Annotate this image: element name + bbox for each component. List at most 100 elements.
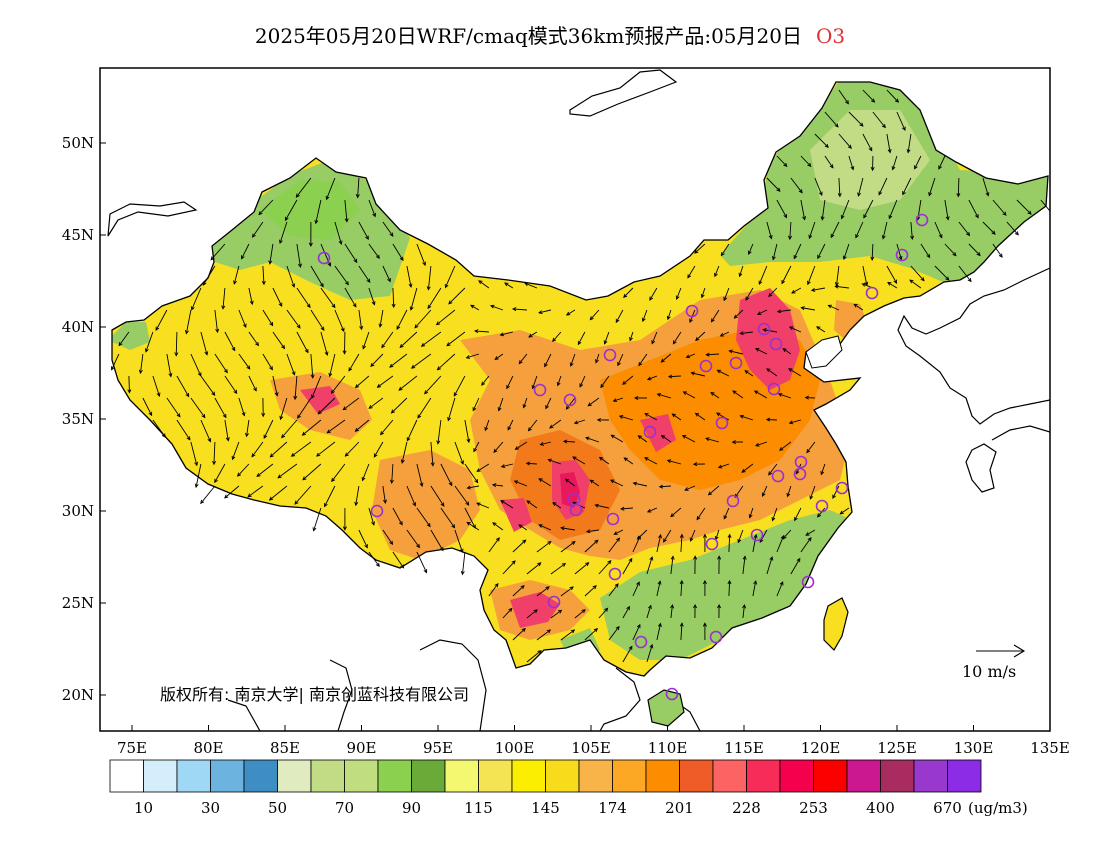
wind-arrowhead bbox=[768, 292, 773, 298]
wind-arrowhead bbox=[424, 390, 429, 395]
wind-arrowhead bbox=[731, 440, 736, 445]
wind-arrowhead bbox=[807, 280, 811, 286]
wind-arrowhead bbox=[579, 383, 584, 388]
wind-vector bbox=[789, 326, 802, 333]
wind-arrowhead bbox=[623, 293, 628, 298]
wind-vector bbox=[565, 478, 576, 487]
wind-arrowhead bbox=[585, 436, 590, 441]
wind-vector bbox=[331, 375, 346, 394]
city-marker bbox=[634, 635, 648, 649]
wind-vector bbox=[286, 309, 301, 329]
wind-arrowhead bbox=[562, 439, 568, 444]
wind-arrowhead bbox=[690, 371, 695, 376]
wind-vector bbox=[574, 419, 586, 424]
city-marker bbox=[569, 503, 583, 517]
wind-vector bbox=[166, 397, 181, 418]
wind-arrowhead bbox=[212, 460, 217, 466]
wind-arrowhead bbox=[626, 605, 630, 611]
wind-vector bbox=[392, 243, 404, 261]
wind-arrowhead bbox=[594, 539, 599, 544]
wind-vector bbox=[286, 265, 295, 288]
wind-arrowhead bbox=[284, 216, 289, 222]
wind-vector bbox=[440, 463, 453, 486]
neighbor-coastlines bbox=[107, 69, 1050, 731]
wind-arrowhead bbox=[258, 211, 263, 216]
wind-arrowhead bbox=[399, 256, 404, 262]
wind-vector bbox=[687, 265, 696, 279]
wind-vector bbox=[343, 397, 360, 411]
wind-arrowhead bbox=[398, 386, 403, 391]
wind-vector bbox=[358, 529, 368, 548]
wind-vector bbox=[598, 607, 608, 619]
city-markers bbox=[317, 213, 929, 701]
wind-vector bbox=[500, 500, 514, 509]
wind-vector bbox=[214, 353, 228, 373]
wind-vector bbox=[614, 529, 624, 535]
wind-arrowhead bbox=[508, 607, 513, 612]
wind-arrowhead bbox=[233, 389, 238, 395]
wind-arrowhead bbox=[400, 564, 405, 569]
wind-arrowhead bbox=[446, 342, 451, 347]
wind-vector bbox=[368, 397, 384, 409]
wind-arrowhead bbox=[779, 581, 784, 586]
lon-label: 130E bbox=[954, 739, 994, 757]
wind-arrowhead bbox=[331, 303, 336, 309]
wind-arrowhead bbox=[460, 460, 464, 465]
wind-vector bbox=[982, 221, 996, 235]
wind-vector bbox=[762, 485, 768, 497]
wind-vector bbox=[484, 419, 490, 431]
wind-arrowhead bbox=[522, 404, 527, 409]
wind-vector bbox=[185, 309, 192, 334]
wind-vector bbox=[507, 419, 514, 431]
wind-vector bbox=[577, 331, 586, 345]
city-marker bbox=[705, 537, 719, 551]
wind-arrowhead bbox=[768, 471, 773, 476]
wind-vector bbox=[272, 331, 285, 349]
wind-arrowhead bbox=[670, 513, 675, 518]
wind-arrowhead bbox=[802, 216, 807, 221]
wind-arrowhead bbox=[537, 562, 542, 567]
wind-arrowhead bbox=[705, 352, 710, 357]
wind-arrowhead bbox=[465, 355, 471, 359]
wind-vector bbox=[526, 650, 542, 663]
wind-vector bbox=[348, 353, 360, 372]
wind-arrowhead bbox=[547, 458, 552, 463]
wind-vector bbox=[344, 287, 357, 308]
wind-vector bbox=[828, 304, 840, 311]
lon-label: 85E bbox=[270, 739, 300, 757]
wind-vector bbox=[406, 419, 418, 441]
wind-vector bbox=[488, 583, 499, 597]
lat-label: 35N bbox=[62, 410, 94, 428]
wind-vector bbox=[862, 133, 873, 151]
wind-arrowhead bbox=[504, 282, 509, 287]
taiwan-island bbox=[823, 597, 849, 651]
wind-vector bbox=[358, 265, 371, 283]
city-marker bbox=[317, 251, 331, 265]
wind-arrowhead bbox=[702, 579, 707, 585]
wind-vector bbox=[318, 397, 336, 415]
wind-vector bbox=[272, 287, 283, 307]
wind-vector bbox=[910, 221, 913, 240]
wind-arrowhead bbox=[616, 537, 621, 542]
wind-arrowhead bbox=[794, 516, 798, 522]
wind-arrowhead bbox=[847, 144, 852, 149]
wind-arrowhead bbox=[617, 361, 621, 367]
wind-arrowhead bbox=[649, 643, 654, 649]
wind-arrowhead bbox=[727, 533, 732, 538]
wind-vector bbox=[548, 459, 562, 465]
wind-arrowhead bbox=[687, 274, 692, 279]
wind-arrowhead bbox=[926, 253, 931, 259]
wind-arrowhead bbox=[783, 162, 788, 168]
wind-arrowhead bbox=[603, 340, 608, 345]
wind-arrowhead bbox=[522, 539, 527, 544]
wind-arrowhead bbox=[891, 166, 896, 171]
wind-vector bbox=[928, 177, 936, 196]
wind-vector bbox=[280, 397, 288, 420]
wind-vector bbox=[622, 606, 630, 619]
wind-vector bbox=[302, 419, 322, 436]
lat-label: 40N bbox=[62, 318, 94, 336]
wind-vector bbox=[644, 457, 658, 465]
wind-vector bbox=[464, 419, 470, 443]
wind-arrowhead bbox=[788, 326, 794, 331]
wind-vector bbox=[789, 221, 792, 240]
